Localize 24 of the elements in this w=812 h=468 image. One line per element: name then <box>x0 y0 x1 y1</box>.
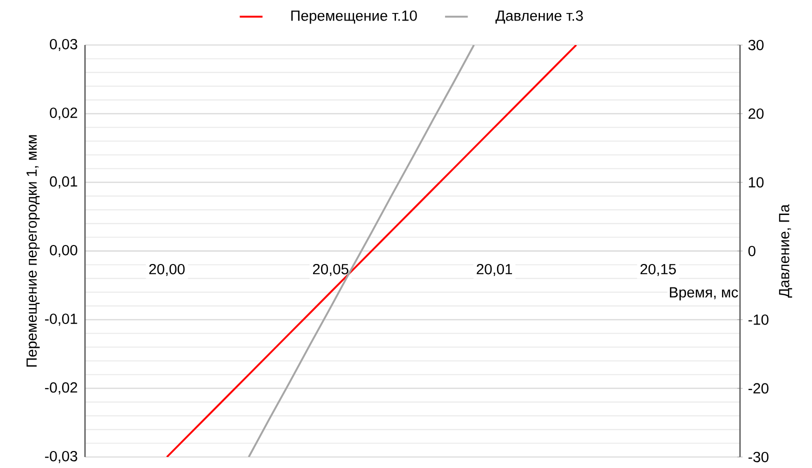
legend-label: Давление т.3 <box>496 10 583 24</box>
x-tick-label: 20,00 <box>149 264 185 276</box>
y-tick-label: -0,02 <box>45 382 78 394</box>
y-tick-label: -0,01 <box>45 314 78 326</box>
x-axis-title: Время, мс <box>670 287 738 300</box>
y2-tick-label: 0 <box>748 246 756 256</box>
y2-tick-label: -20 <box>748 383 768 394</box>
y-tick-label: 0,02 <box>50 108 78 120</box>
line-series <box>248 44 475 457</box>
x-tick-label: 20,15 <box>640 264 676 276</box>
y2-tick-label: 20 <box>748 108 764 119</box>
y2-tick-label: 30 <box>748 40 764 50</box>
y-tick-label: 0,00 <box>50 244 78 258</box>
y-tick-label: 0,01 <box>50 176 78 188</box>
x-tick-label: 20,01 <box>476 264 512 276</box>
y-tick-label: -0,03 <box>45 450 78 464</box>
y2-tick-label: 10 <box>748 177 764 188</box>
y2-tick-label: -10 <box>748 314 768 325</box>
y2-axis-title: Давление, Па <box>779 204 792 298</box>
x-tick-label: 20,05 <box>313 264 348 276</box>
y-axis-title: Перемещение перегородки 1, мкм <box>26 135 40 367</box>
legend-label: Перемещение т.10 <box>291 10 417 24</box>
y-tick-label: 0,03 <box>50 38 78 52</box>
y2-tick-label: -30 <box>748 452 768 462</box>
